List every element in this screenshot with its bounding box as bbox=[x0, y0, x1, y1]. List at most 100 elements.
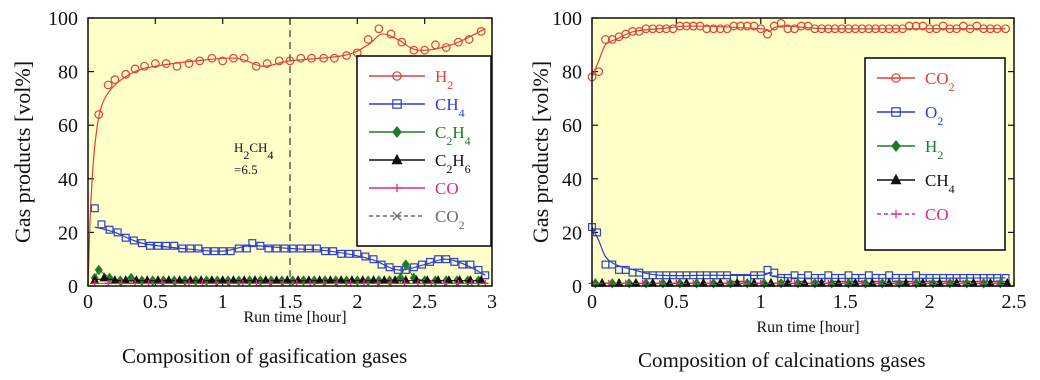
calcination-legend: CO2 O2 H2 CH4 CO bbox=[864, 57, 1006, 251]
gasification-point-h2 bbox=[330, 53, 339, 63]
calcination-legend-marker-ch4 bbox=[890, 173, 902, 185]
calcination-point-co2 bbox=[904, 21, 914, 31]
calcination-x-tick-label: 0.5 bbox=[664, 291, 689, 313]
gasification-x-tick-label: 0.5 bbox=[143, 291, 168, 313]
calcination-point-co2 bbox=[884, 24, 894, 34]
gasification-point-c2h4 bbox=[401, 259, 410, 270]
gasification-point-ch4 bbox=[280, 244, 289, 253]
calcination-y-tick-label: 60 bbox=[562, 115, 582, 137]
gasification-point-h2 bbox=[319, 53, 329, 63]
gasification-x-tick-label: 2.5 bbox=[412, 291, 437, 313]
gasification-point-ch4 bbox=[264, 244, 273, 253]
calcination-point-co2 bbox=[776, 18, 786, 28]
calcination-legend-label-ch4: CH4 bbox=[925, 171, 955, 196]
gasification-point-h2 bbox=[431, 40, 440, 50]
calcination-point-co2 bbox=[850, 24, 860, 34]
gasification-point-ch4 bbox=[466, 260, 475, 269]
gasification-legend-label-ch4: CH4 bbox=[435, 95, 465, 120]
gasification-point-h2 bbox=[161, 59, 171, 68]
calcination-y-tick-label: 80 bbox=[562, 62, 582, 84]
gasification-series-ch4 bbox=[90, 204, 490, 280]
calcination-point-co2 bbox=[628, 27, 637, 36]
gasification-legend-marker-h2 bbox=[392, 71, 402, 81]
calcination-point-co2 bbox=[1001, 24, 1010, 34]
gasification-point-ch4 bbox=[442, 255, 451, 264]
gasification-point-ch4 bbox=[361, 252, 370, 261]
gasification-point-h2 bbox=[363, 35, 373, 44]
calcination-point-co2 bbox=[648, 24, 658, 34]
calcination-point-co2 bbox=[756, 24, 766, 34]
gasification-point-h2 bbox=[374, 24, 384, 34]
calcination-point-co2 bbox=[601, 35, 610, 44]
calcination-point-co2 bbox=[641, 24, 651, 34]
calcination-point-co2 bbox=[925, 24, 934, 34]
calcination-x-tick-label: 2 bbox=[925, 291, 935, 313]
gasification-point-h2 bbox=[195, 56, 205, 66]
gasification-point-ch4 bbox=[288, 244, 297, 253]
calcination-point-co2 bbox=[985, 24, 995, 34]
gasification-point-ch4 bbox=[194, 244, 203, 253]
gasification-point-h2 bbox=[121, 69, 131, 79]
calcination-point-co2 bbox=[864, 24, 874, 34]
calcination-point-co2 bbox=[992, 24, 1002, 34]
gasification-point-ch4 bbox=[210, 247, 219, 256]
gasification-point-ch4 bbox=[369, 255, 378, 264]
gasification-point-ch4 bbox=[304, 244, 313, 253]
gasification-point-h2 bbox=[207, 53, 217, 63]
calcination-x-tick-label: 2.5 bbox=[1002, 291, 1027, 313]
gasification-point-h2 bbox=[285, 56, 295, 66]
gasification-point-ch4 bbox=[272, 244, 281, 253]
calcination-point-co2 bbox=[715, 24, 725, 34]
calcination-y-tick-label: 20 bbox=[562, 222, 582, 244]
gasification-point-ch4 bbox=[450, 257, 459, 266]
calcination-point-co2 bbox=[661, 24, 671, 34]
calcination-point-o2 bbox=[608, 260, 617, 269]
gasification-x-tick-label: 1 bbox=[218, 291, 228, 313]
gasification-point-h2 bbox=[218, 56, 228, 66]
gasification-point-ch4 bbox=[312, 244, 321, 253]
gasification-point-h2 bbox=[441, 43, 451, 52]
gasification-point-h2 bbox=[464, 35, 474, 44]
gasification-point-ch4 bbox=[256, 241, 265, 250]
gasification-point-ch4 bbox=[234, 244, 243, 253]
calcination-point-co2 bbox=[810, 24, 820, 34]
gasification-plot-frame bbox=[87, 17, 493, 287]
gasification-point-ch4 bbox=[113, 228, 122, 237]
gasification-point-ch4 bbox=[105, 225, 114, 234]
calcination-y-tick-label: 100 bbox=[552, 8, 582, 30]
gasification-legend-marker-co2 bbox=[392, 211, 402, 221]
gasification-point-c2h6 bbox=[99, 272, 109, 282]
gasification-point-ch4 bbox=[218, 247, 227, 256]
calcination-series-co2 bbox=[587, 18, 1010, 82]
gasification-legend-label-co: CO bbox=[435, 179, 459, 198]
gasification-point-h2 bbox=[262, 59, 272, 68]
calcination-legend-label-o2: O2 bbox=[925, 103, 943, 128]
calcination-point-co2 bbox=[871, 24, 880, 34]
gasification-point-ch4 bbox=[226, 247, 235, 256]
gasification-point-h2 bbox=[172, 61, 182, 71]
gasification-point-c2h4 bbox=[94, 264, 103, 276]
gasification-legend-label-c2h4: C2H4 bbox=[435, 123, 471, 148]
gasification-point-ch4 bbox=[353, 249, 362, 258]
calcination-plot-frame bbox=[591, 17, 1015, 287]
calcination-point-co2 bbox=[682, 21, 691, 31]
calcination-point-co2 bbox=[837, 24, 847, 34]
gasification-annotation-ratio: H2CH4 bbox=[234, 140, 273, 162]
gasification-point-ch4 bbox=[385, 263, 394, 272]
calcination-legend-marker-h2 bbox=[891, 140, 901, 152]
gasification-y-axis-label: Gas products [vol%] bbox=[10, 61, 35, 243]
gasification-point-ch4 bbox=[90, 204, 99, 213]
gasification-point-h2 bbox=[476, 27, 486, 36]
gasification-point-h2 bbox=[274, 56, 284, 66]
calcination-point-co2 bbox=[675, 21, 685, 31]
gasification-point-ch4 bbox=[162, 241, 171, 250]
gasification-x-tick-label: 2 bbox=[352, 291, 362, 313]
calcination-point-co2 bbox=[844, 24, 853, 34]
gasification-point-h2 bbox=[420, 45, 430, 55]
gasification-point-h2 bbox=[103, 80, 113, 90]
calcination-x-tick-label: 1 bbox=[756, 291, 766, 313]
gasification-legend: H2 CH4 C2H4 C2H6 CO CO2 bbox=[356, 55, 492, 247]
gasification-point-h2 bbox=[397, 37, 407, 47]
gasification-x-axis-label: Run time [hour] bbox=[243, 309, 346, 326]
